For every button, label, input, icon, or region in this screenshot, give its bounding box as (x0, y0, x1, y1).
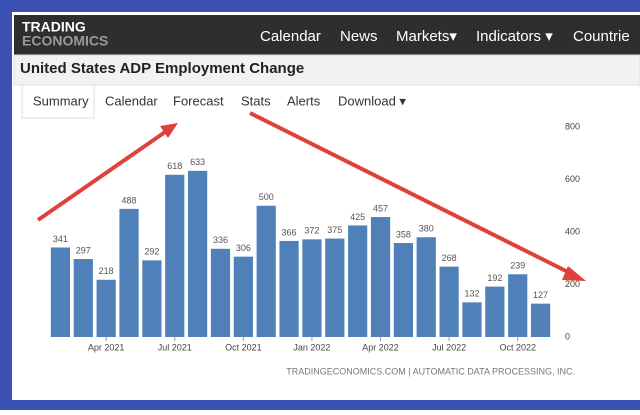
value-label: 218 (99, 266, 114, 276)
bar (462, 302, 482, 337)
bar (279, 240, 299, 337)
bar (508, 274, 528, 337)
bar (302, 239, 322, 337)
tab[interactable]: Stats (241, 93, 271, 108)
bar (233, 256, 253, 337)
x-tick-label: Jul 2022 (432, 342, 466, 352)
bar (142, 260, 162, 337)
bar (256, 205, 276, 337)
chart: 0 200 400 600 800 341 297 Apr 2021 218 488 292 Jul … (50, 121, 580, 352)
source: TRADINGECONOMICS.COM | AUTOMATIC DATA PR… (286, 366, 575, 376)
x-tick-label: Jan 2022 (293, 342, 330, 352)
nav-link[interactable]: Countrie (573, 28, 630, 45)
value-label: 336 (213, 235, 228, 245)
value-label: 425 (350, 212, 365, 222)
value-label: 297 (76, 245, 91, 255)
value-label: 192 (487, 273, 502, 283)
bar (210, 248, 231, 337)
value-label: 358 (396, 229, 411, 239)
arrow (249, 111, 575, 277)
value-label: 380 (419, 224, 434, 234)
annotation-arrows (36, 111, 586, 281)
bar (485, 286, 505, 337)
value-label: 132 (464, 289, 479, 299)
tab[interactable]: Alerts (287, 93, 321, 108)
bar (393, 243, 413, 337)
bar (530, 303, 551, 337)
value-label: 488 (122, 195, 137, 205)
value-label: 618 (167, 161, 182, 171)
value-label: 375 (327, 225, 342, 235)
bar (439, 266, 459, 337)
bar (165, 174, 185, 337)
tab[interactable]: Summary (33, 93, 89, 108)
logo-top[interactable]: TRADING (22, 19, 86, 35)
bar (188, 170, 208, 337)
x-tick-label: Oct 2021 (225, 342, 262, 352)
bar (325, 238, 345, 337)
nav-bar (14, 15, 640, 55)
bar (73, 259, 93, 337)
value-label: 306 (236, 243, 251, 253)
bar (50, 247, 71, 337)
x-tick-label: Jul 2021 (158, 342, 192, 352)
y-tick-label: 0 (565, 331, 570, 341)
value-label: 500 (259, 192, 274, 202)
x-tick-label: Oct 2022 (499, 342, 536, 352)
bar (119, 208, 139, 337)
nav-link[interactable]: Calendar (260, 28, 321, 45)
value-label: 366 (282, 227, 297, 237)
tab[interactable]: Download ▾ (338, 93, 406, 108)
value-label: 633 (190, 157, 205, 167)
arrow-head (562, 266, 586, 281)
nav-link[interactable]: Markets▾ (396, 28, 457, 45)
bar (96, 279, 116, 337)
arrow (36, 128, 170, 222)
bar (370, 217, 391, 337)
value-label: 372 (304, 226, 319, 236)
arrow-head (160, 123, 178, 138)
value-label: 127 (533, 290, 548, 300)
nav-link[interactable]: Indicators ▾ (476, 28, 553, 45)
x-tick-label: Apr 2022 (362, 342, 399, 352)
value-label: 268 (442, 253, 457, 263)
nav-link[interactable]: News (340, 28, 378, 45)
value-label: 341 (53, 234, 68, 244)
y-tick-label: 400 (565, 226, 580, 236)
tab[interactable]: Forecast (173, 93, 224, 108)
value-label: 457 (373, 203, 388, 213)
bar (416, 237, 436, 337)
logo-bottom[interactable]: ECONOMICS (22, 33, 108, 49)
title-bar (13, 54, 640, 86)
bar (348, 225, 368, 337)
active-tab (21, 84, 95, 119)
y-tick-label: 600 (565, 174, 580, 184)
y-tick-label: 200 (565, 279, 580, 289)
page-title: United States ADP Employment Change (20, 60, 304, 77)
x-tick-label: Apr 2021 (88, 342, 125, 352)
tab[interactable]: Calendar (105, 93, 158, 108)
value-label: 292 (144, 247, 159, 257)
value-label: 239 (510, 261, 525, 271)
y-tick-label: 800 (565, 121, 580, 131)
